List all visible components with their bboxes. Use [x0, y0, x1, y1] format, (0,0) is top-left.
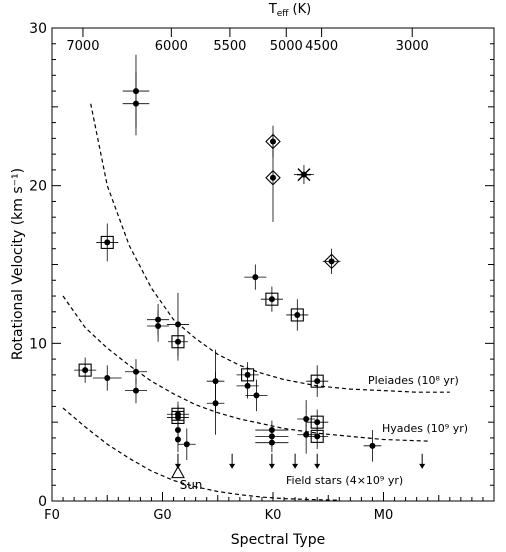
data-point: [328, 258, 335, 265]
open-square-marker: [310, 429, 324, 443]
x-tick-label: K0: [265, 508, 282, 523]
top-tick-label: 5500: [213, 39, 246, 54]
pleiades-curve: [90, 103, 450, 393]
data-point: [268, 296, 275, 303]
upper-limit-arrowhead: [229, 463, 236, 469]
y-tick-label: 0: [38, 494, 47, 510]
top-tick-label: 6000: [155, 39, 188, 54]
top-axis-label-unit: (K): [293, 2, 312, 17]
open-diamond-marker: [323, 253, 340, 270]
y-tick-label: 30: [29, 21, 47, 37]
pleiades-label: Pleiades (10⁸ yr): [368, 374, 459, 387]
data-point: [294, 311, 301, 318]
open-square-marker: [265, 292, 279, 306]
top-axis-label-sub: eff: [277, 9, 290, 19]
x-tick-label: F0: [44, 508, 60, 523]
data-point: [369, 442, 376, 449]
data-point: [132, 100, 139, 107]
open-square-marker: [171, 335, 185, 349]
upper-limit-arrowhead: [314, 463, 321, 469]
data-point: [104, 375, 111, 382]
x-tick-label: M0: [374, 508, 394, 523]
sun-triangle-marker: [171, 465, 185, 479]
data-point: [314, 378, 321, 385]
top-axis-label: Teff (K): [268, 2, 311, 19]
data-point: [174, 436, 181, 443]
data-point: [303, 431, 310, 438]
data-point: [253, 392, 260, 399]
y-tick-label: 20: [29, 179, 47, 195]
upper-limit-arrowhead: [419, 463, 426, 469]
top-axis-label-main: T: [268, 2, 277, 17]
data-point: [155, 322, 162, 329]
x-tick-label: G0: [153, 508, 171, 523]
data-point: [212, 400, 219, 407]
age-curves: [62, 103, 450, 501]
data-points: [74, 54, 426, 479]
x-axis-label: Spectral Type: [231, 532, 325, 548]
top-tick-label: 7000: [66, 39, 99, 54]
open-square-marker: [78, 363, 92, 377]
data-point: [132, 368, 139, 375]
data-point: [183, 441, 190, 448]
open-square-marker: [290, 308, 304, 322]
open-square-marker: [310, 374, 324, 388]
data-point: [104, 239, 111, 246]
data-point: [252, 274, 259, 281]
open-square-marker: [100, 235, 114, 249]
data-point: [244, 382, 251, 389]
axes: 0 10 20 30 F0 G0 K0 M0 7000 6000 5500 5000 4500 3000: [29, 21, 495, 523]
data-point: [268, 439, 275, 446]
hyades-label: Hyades (10⁹ yr): [382, 422, 468, 435]
data-point: [132, 387, 139, 394]
top-tick-label: 3000: [396, 39, 429, 54]
data-point: [314, 433, 321, 440]
y-axis-label: Rotational Velocity (km s⁻¹): [10, 168, 26, 360]
hyades-curve: [62, 295, 428, 442]
sun-label: Sun: [180, 478, 203, 492]
y-tick-label: 10: [29, 336, 47, 352]
top-tick-label: 4500: [305, 39, 338, 54]
open-diamond-marker: [265, 170, 281, 186]
data-point: [82, 367, 89, 374]
upper-limit-arrowhead: [268, 463, 275, 469]
field-stars-label: Field stars (4×10⁹ yr): [286, 474, 403, 487]
data-point: [174, 338, 181, 345]
data-point: [270, 174, 276, 181]
upper-limit-arrowhead: [292, 463, 299, 469]
data-point: [314, 419, 321, 426]
data-point: [300, 171, 307, 178]
top-tick-label: 5000: [270, 39, 303, 54]
